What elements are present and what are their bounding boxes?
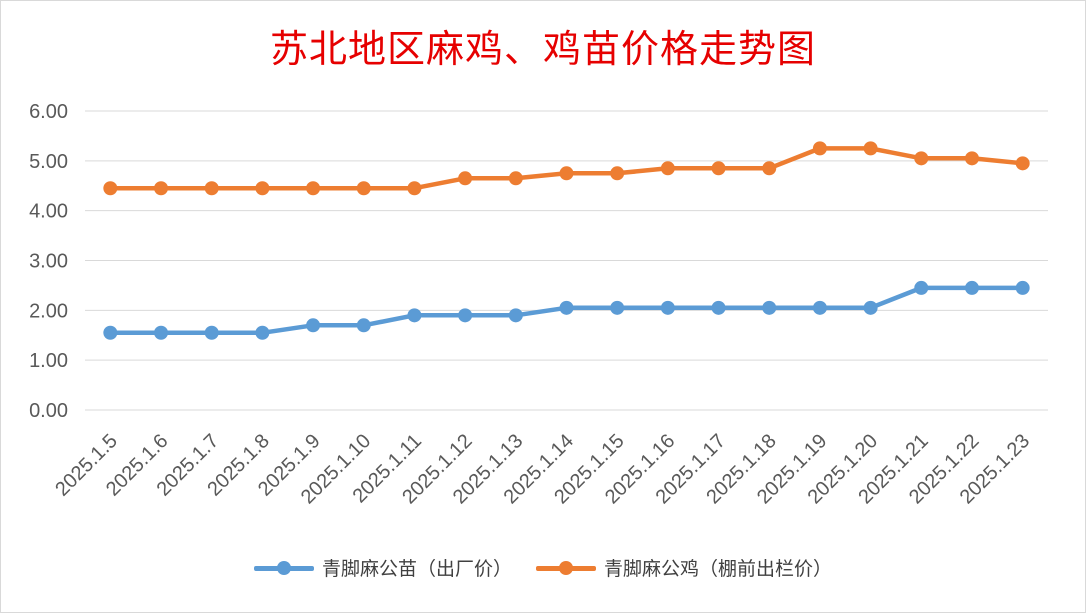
data-point	[356, 181, 371, 196]
data-point	[204, 181, 219, 196]
legend-swatch-chick	[253, 560, 314, 575]
legend-marker-rooster	[559, 560, 573, 575]
chart-title: 苏北地区麻鸡、鸡苗价格走势图	[269, 27, 816, 71]
data-point	[610, 300, 625, 315]
data-point	[812, 300, 827, 315]
data-point	[255, 325, 270, 340]
legend-label-rooster: 青脚麻公鸡（棚前出栏价）	[604, 558, 833, 580]
y-axis-tick-labels: 0.00 1.00 2.00 3.00 4.00 5.00 6.00	[29, 101, 68, 422]
data-point	[559, 166, 574, 181]
data-point	[660, 300, 675, 315]
data-point	[204, 325, 219, 340]
data-point	[711, 300, 726, 315]
data-point	[154, 181, 169, 196]
y-tick-label: 5.00	[29, 151, 68, 173]
legend-swatch-rooster	[536, 560, 596, 575]
y-tick-label: 2.00	[29, 300, 68, 322]
data-point	[255, 181, 270, 196]
data-point	[914, 151, 929, 166]
data-point	[306, 181, 321, 196]
data-point	[103, 181, 118, 196]
data-point	[508, 171, 523, 186]
data-point	[458, 308, 473, 323]
data-point	[610, 166, 625, 181]
data-point	[356, 318, 371, 333]
data-point	[1015, 280, 1030, 295]
data-point	[812, 141, 827, 156]
data-point	[762, 300, 777, 315]
data-point	[762, 161, 777, 176]
legend: 青脚麻公苗（出厂价） 青脚麻公鸡（棚前出栏价）	[0, 554, 1086, 581]
data-point	[863, 300, 878, 315]
y-tick-label: 4.00	[29, 201, 68, 223]
data-point	[711, 161, 726, 176]
data-point	[660, 161, 675, 176]
y-tick-label: 6.00	[29, 101, 68, 123]
y-tick-label: 3.00	[29, 251, 68, 273]
data-point	[154, 325, 169, 340]
data-point	[1015, 156, 1030, 171]
data-point	[458, 171, 473, 186]
data-point	[407, 181, 422, 196]
data-point	[306, 318, 321, 333]
legend-marker-chick	[276, 560, 291, 575]
data-point	[964, 151, 979, 166]
x-axis-tick-labels: 2025.1.52025.1.62025.1.72025.1.82025.1.9…	[51, 430, 1034, 508]
legend-label-chick: 青脚麻公苗（出厂价）	[321, 558, 512, 580]
data-point	[863, 141, 878, 156]
legend-item-rooster: 青脚麻公鸡（棚前出栏价）	[536, 554, 832, 581]
y-tick-label: 0.00	[29, 400, 68, 422]
data-point	[559, 300, 574, 315]
data-point	[407, 308, 422, 323]
data-point	[914, 280, 929, 295]
series-lines	[103, 141, 1030, 340]
data-point	[103, 325, 118, 340]
y-tick-label: 1.00	[29, 350, 68, 372]
data-point	[964, 280, 979, 295]
data-point	[508, 308, 523, 323]
legend-item-chick: 青脚麻公苗（出厂价）	[253, 554, 512, 581]
